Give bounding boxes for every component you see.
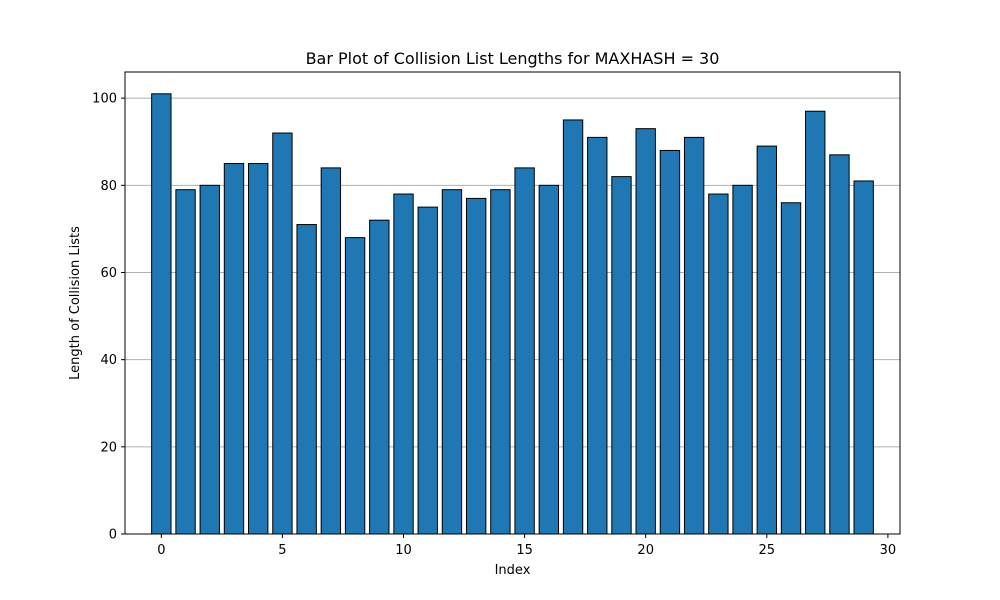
bar-index-26: [780, 202, 802, 535]
bar-index-21: [659, 149, 681, 535]
bar-index-14: [490, 189, 511, 535]
bar-index-13: [465, 197, 487, 535]
bar-index-15: [514, 167, 535, 535]
x-tick-label: 5: [278, 543, 286, 558]
bar-index-9: [369, 219, 390, 535]
y-tick-label: 60: [100, 266, 117, 281]
axes: [124, 71, 901, 535]
y-axis-ticks: 0 20 40 60 80 100: [92, 92, 125, 543]
plot-frame: [124, 71, 901, 535]
bar-index-1: [175, 189, 196, 535]
bar-index-25: [756, 145, 777, 535]
bar-index-3: [223, 163, 245, 535]
x-axis-label: Index: [495, 563, 531, 578]
x-tick-label: 0: [157, 543, 165, 558]
x-tick-label: 15: [516, 543, 533, 558]
bar-index-23: [708, 193, 729, 535]
bar-index-20: [635, 128, 656, 535]
bar-index-27: [805, 110, 826, 535]
bar-index-17: [562, 119, 584, 535]
bar-index-29: [853, 180, 874, 535]
x-tick-label: 30: [880, 543, 897, 558]
bar-index-10: [393, 193, 414, 535]
bar-index-28: [829, 154, 850, 535]
bar-index-16: [538, 184, 560, 535]
bar-index-18: [587, 136, 608, 535]
chart-title: Bar Plot of Collision List Lengths for M…: [306, 49, 720, 68]
y-axis-label: Length of Collision Lists: [68, 226, 83, 380]
bar-index-4: [248, 163, 269, 535]
y-tick-label: 40: [100, 353, 117, 368]
bar-index-7: [320, 167, 342, 535]
bar-index-12: [441, 189, 463, 535]
x-axis-ticks: 0 5 10 15 20 25 30: [157, 534, 896, 558]
bars: [151, 93, 874, 535]
y-tick-label: 100: [92, 92, 117, 107]
bar-index-2: [199, 184, 220, 535]
y-tick-label: 20: [100, 440, 117, 455]
y-tick-label: 0: [109, 528, 117, 543]
x-tick-label: 10: [395, 543, 412, 558]
bar-index-11: [417, 206, 438, 535]
x-tick-label: 25: [759, 543, 776, 558]
bar-index-6: [296, 224, 317, 535]
bar-index-8: [344, 237, 366, 535]
bar-index-22: [683, 136, 705, 535]
x-tick-label: 20: [637, 543, 654, 558]
y-tick-label: 80: [100, 179, 117, 194]
bar-index-5: [272, 132, 293, 535]
bar-index-19: [611, 176, 632, 535]
bar-index-24: [732, 184, 753, 535]
bar-index-0: [151, 93, 172, 535]
